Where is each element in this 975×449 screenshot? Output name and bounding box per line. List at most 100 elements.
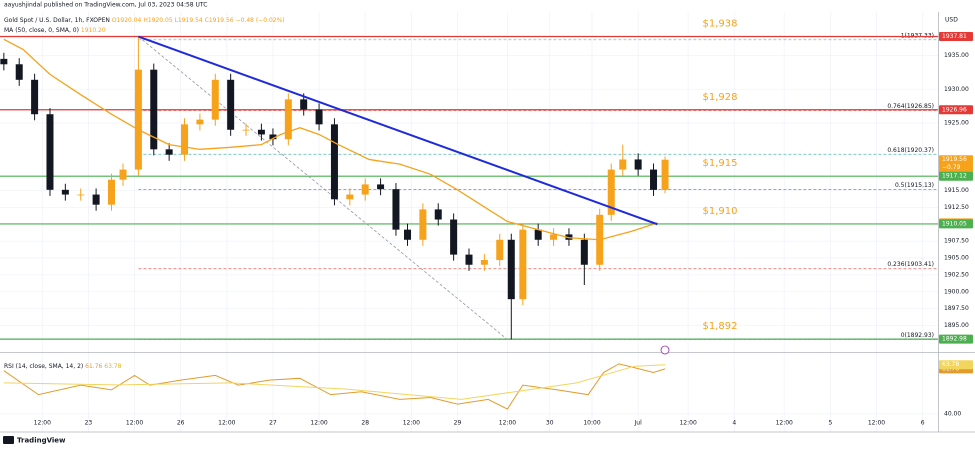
price-badge	[939, 105, 973, 115]
candle-body	[346, 194, 354, 200]
candle-body	[607, 169, 615, 215]
price-badge	[939, 334, 973, 344]
candle-body	[565, 234, 573, 240]
candle-body	[580, 239, 588, 265]
ma-legend: MA (50, close, 0, SMA, 0) 1910.20	[4, 27, 106, 34]
candle-body	[496, 239, 504, 261]
candle-body	[465, 254, 473, 265]
logo-icon	[3, 436, 14, 444]
candle-body	[300, 99, 308, 110]
candle-body	[330, 124, 338, 200]
candle-body	[211, 79, 219, 120]
candle-body	[403, 229, 411, 240]
fib-label: 0.5(1915.13)	[895, 182, 934, 189]
y-tick-label: 1897.50	[944, 305, 969, 312]
logo-text: TradingView	[17, 437, 66, 445]
x-tick-label: 12:00	[776, 420, 793, 427]
x-tick-label: 26	[177, 420, 185, 427]
ohlc-low: L1919.54	[175, 17, 203, 24]
ma-line	[3, 38, 658, 241]
rsi-value: 61.76	[85, 363, 102, 370]
y-tick-label: 1895.00	[944, 322, 969, 329]
x-tick-label: 10:00	[583, 420, 600, 427]
ma-value: 1910.20	[81, 27, 106, 34]
x-tick-label: 27	[269, 420, 277, 427]
candle-body	[519, 229, 527, 300]
candle-body	[119, 169, 127, 180]
price-badge-label: 1926.96	[942, 106, 967, 113]
candle-body	[196, 119, 204, 125]
candle-body	[392, 189, 400, 230]
candle-body	[507, 239, 515, 300]
level-label: $1,928	[703, 92, 738, 103]
price-badge	[939, 32, 973, 42]
y-tick-label: 1912.50	[944, 204, 969, 211]
fib-label: 0.764(1926.85)	[887, 103, 934, 110]
y-tick-label: 1935.00	[944, 52, 969, 59]
rsi-ma-value: 63.78	[104, 363, 121, 370]
candle-body	[77, 194, 85, 196]
candle-body	[419, 209, 427, 240]
fib-label: 1(1937.33)	[901, 32, 934, 39]
candle-body	[377, 184, 385, 190]
fib-label: 0.236(1903.41)	[887, 261, 934, 268]
candle-body	[31, 79, 39, 115]
rsi-line	[3, 364, 666, 400]
ohlc-change: −0.48 (−0.02%)	[236, 17, 285, 24]
ohlc-high: H1920.05	[143, 17, 173, 24]
x-tick-label: 12:00	[310, 420, 327, 427]
rsi-name: RSI (14, close, SMA, 14, 2)	[4, 363, 83, 370]
plot-layer: 1(1937.33) 0.764(1926.85) 0.618(1920.37) 0.…	[0, 19, 938, 410]
level-label: $1,915	[703, 158, 738, 169]
price-badge	[939, 171, 973, 181]
candle-body	[46, 114, 54, 190]
candle-body	[315, 109, 323, 125]
price-badge-label: 1892.98	[942, 336, 967, 343]
event-icon	[660, 345, 670, 355]
x-tick-label: 30	[546, 420, 554, 427]
x-tick-label: 12:00	[126, 420, 143, 427]
candle-body	[181, 124, 189, 155]
price-badge-label: 1917.12	[942, 173, 967, 180]
x-tick-label: 12:00	[868, 420, 885, 427]
candle-body	[150, 69, 158, 150]
candle-body	[134, 69, 142, 170]
x-tick-label: 29	[454, 420, 462, 427]
ma-name: MA (50, close, 0, SMA, 0)	[4, 27, 79, 34]
candle-body	[550, 234, 558, 240]
ohlc-open: O1920.04	[112, 17, 142, 24]
candle-body	[450, 219, 458, 255]
symbol-legend: Gold Spot / U.S. Dollar, 1h, FXOPEN O192…	[4, 17, 285, 24]
y-tick-label: 1905.00	[944, 255, 969, 262]
candle-body	[92, 194, 100, 205]
candle-body	[257, 129, 265, 135]
candle-body	[434, 209, 442, 220]
candle-body	[107, 179, 115, 205]
candle-body	[61, 189, 69, 195]
candle-body	[480, 260, 488, 265]
x-tick-label: Jul	[634, 420, 643, 427]
price-badge-label: 1910.05	[942, 220, 967, 227]
y-tick-label: 1907.50	[944, 238, 969, 245]
symbol: Gold Spot / U.S. Dollar, 1h, FXOPEN	[4, 17, 110, 24]
level-label: $1,910	[703, 206, 738, 217]
candle-body	[165, 149, 173, 155]
currency: USD	[945, 17, 958, 24]
fib-diagonal	[138, 36, 508, 340]
x-tick-label: 5	[828, 420, 832, 427]
candle-body	[661, 159, 669, 190]
x-tick-label: 12:00	[218, 420, 235, 427]
candle-body	[227, 79, 235, 130]
candle-body	[284, 99, 292, 140]
fib-label: 0.618(1920.37)	[887, 147, 934, 154]
x-tick-label: 6	[921, 420, 925, 427]
x-tick-label: 12:00	[34, 420, 51, 427]
candle-body	[269, 134, 277, 140]
x-tick-label: 23	[85, 420, 93, 427]
axis-layer: 12:00 23 12:00 26 12:00 27 12:00 28 12:00 29 12:00…	[34, 32, 973, 427]
y-tick-label: 1915.00	[944, 187, 969, 194]
rsi-legend: RSI (14, close, SMA, 14, 2) 61.76 63.78	[4, 363, 122, 370]
x-tick-label: 12:00	[403, 420, 420, 427]
price-badge-label: 1919.56	[942, 156, 967, 163]
y-tick-label: 1900.00	[944, 288, 969, 295]
